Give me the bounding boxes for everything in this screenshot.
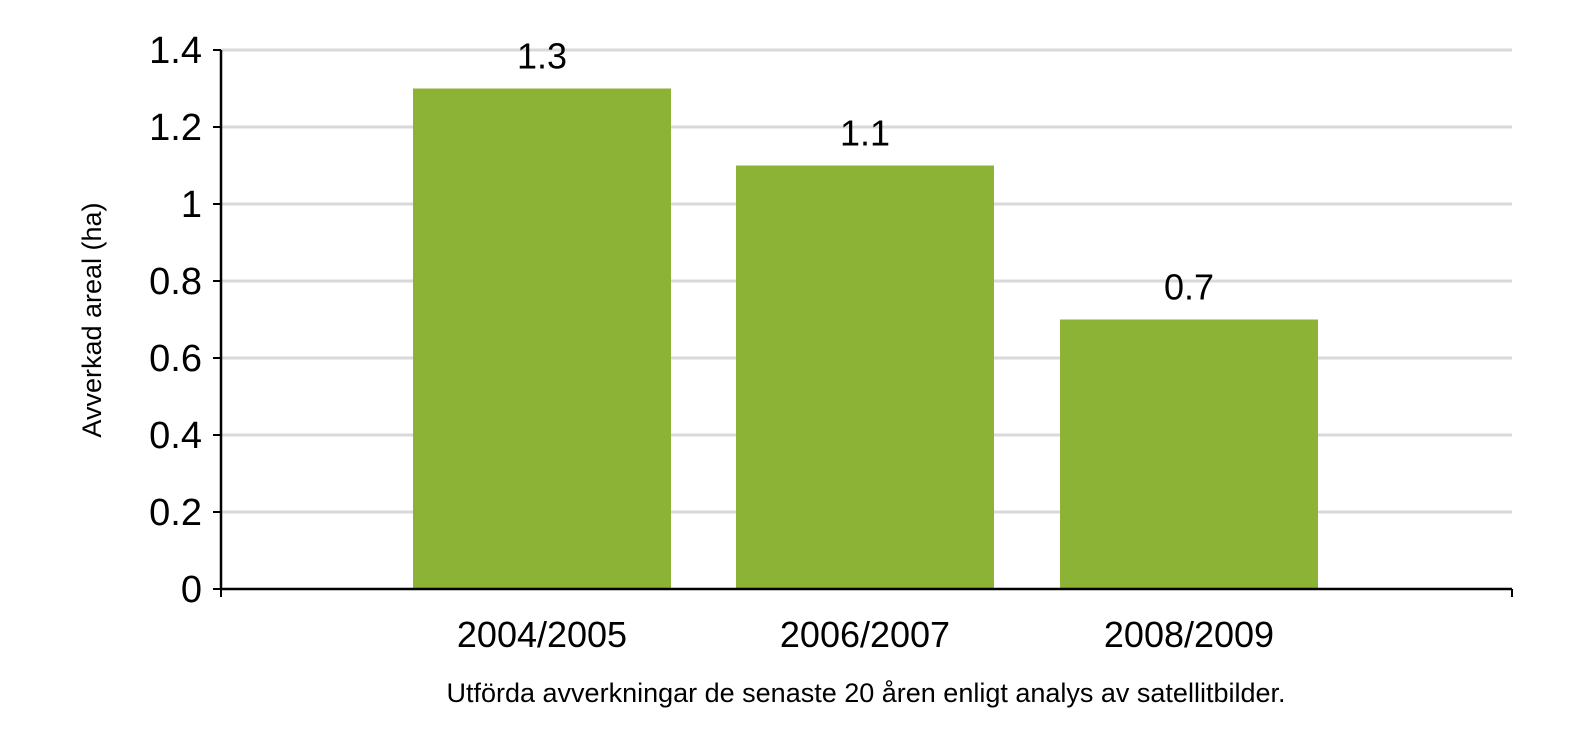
x-axis-categories: 2004/2005 2006/2007 2008/2009 xyxy=(457,614,1274,655)
y-tick-label: 0.2 xyxy=(149,492,202,534)
y-tick-label: 1 xyxy=(181,184,202,226)
y-tick-label: 0 xyxy=(181,569,202,611)
data-labels: 1.3 1.1 0.7 xyxy=(517,36,1214,308)
data-label: 1.3 xyxy=(517,36,567,77)
y-tick-label: 0.8 xyxy=(149,261,202,303)
x-category-label: 2004/2005 xyxy=(457,614,627,655)
y-tick-label: 0.6 xyxy=(149,338,202,380)
y-axis-title: Avverkad areal (ha) xyxy=(77,202,107,437)
bars xyxy=(413,88,1318,589)
y-tick-label: 1.4 xyxy=(149,30,202,72)
bar xyxy=(413,88,671,589)
y-tick-label: 1.2 xyxy=(149,107,202,149)
bar xyxy=(736,165,994,589)
bar xyxy=(1060,319,1318,589)
data-label: 0.7 xyxy=(1164,267,1214,308)
y-tick-label: 0.4 xyxy=(149,415,202,457)
x-category-label: 2008/2009 xyxy=(1104,614,1274,655)
x-category-label: 2006/2007 xyxy=(780,614,950,655)
y-axis-ticks: 0 0.2 0.4 0.6 0.8 1 1.2 1.4 xyxy=(149,30,1513,611)
data-label: 1.1 xyxy=(840,113,890,154)
x-axis-title: Utförda avverkningar de senaste 20 åren … xyxy=(447,678,1286,708)
axes xyxy=(219,50,1512,591)
